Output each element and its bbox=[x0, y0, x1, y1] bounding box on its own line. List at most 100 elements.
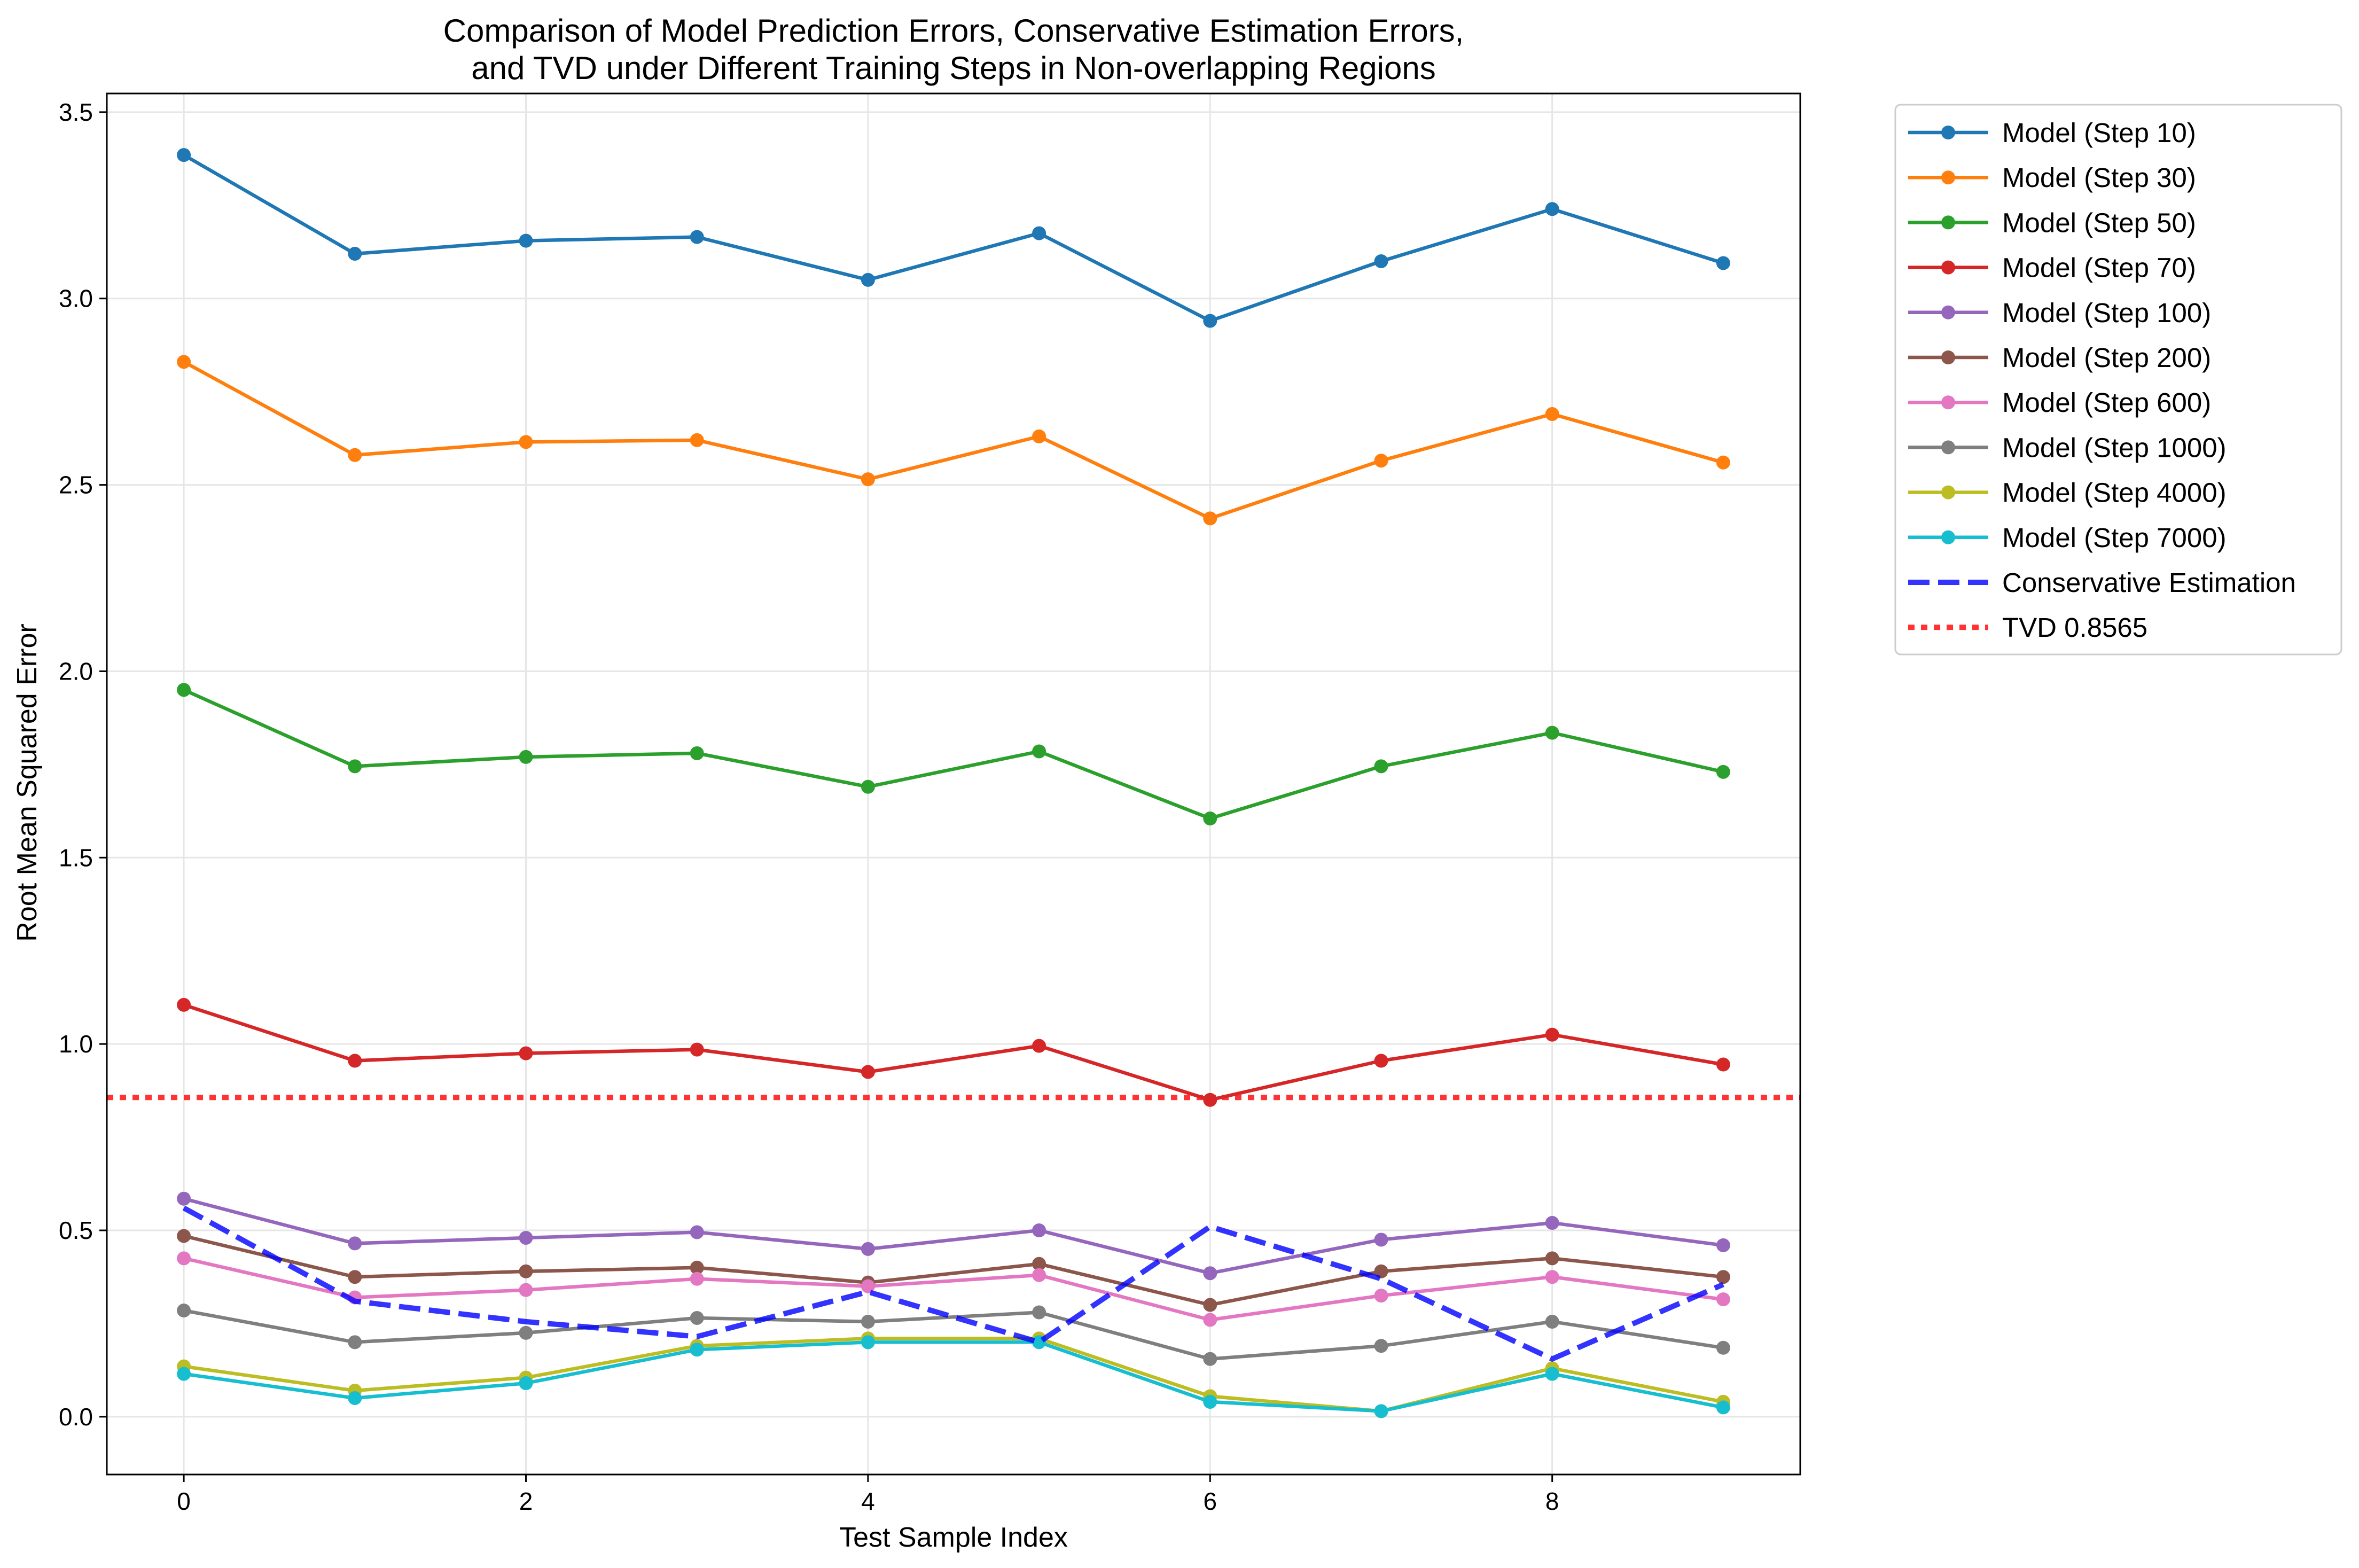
legend-item: Model (Step 70) bbox=[1908, 253, 2196, 283]
series-point bbox=[348, 448, 362, 462]
series-point bbox=[1545, 1027, 1559, 1042]
series-point bbox=[861, 1065, 875, 1079]
legend-label: Model (Step 100) bbox=[2002, 298, 2211, 328]
series-point bbox=[690, 1225, 704, 1239]
chart-title-line-1: Comparison of Model Prediction Errors, C… bbox=[443, 13, 1464, 49]
series-point bbox=[1032, 1268, 1046, 1282]
series-point bbox=[1545, 726, 1559, 740]
series-point bbox=[1716, 1057, 1730, 1072]
series-line bbox=[183, 1197, 1724, 1275]
legend-swatch-marker bbox=[1941, 260, 1955, 275]
series-point bbox=[1545, 202, 1559, 216]
legend-swatch-marker bbox=[1941, 170, 1955, 185]
series-point bbox=[519, 233, 533, 248]
series-point bbox=[348, 1391, 362, 1405]
x-tick-label: 6 bbox=[1204, 1487, 1217, 1515]
series-point bbox=[1374, 1232, 1388, 1247]
series-point bbox=[1032, 1257, 1046, 1271]
plot-frame bbox=[106, 92, 1801, 1476]
series-point bbox=[861, 472, 875, 487]
series-point bbox=[177, 1229, 191, 1243]
series-point bbox=[1716, 1292, 1730, 1307]
series-point bbox=[1032, 1039, 1046, 1053]
series-point bbox=[519, 1376, 533, 1391]
series-group bbox=[182, 1205, 1724, 1362]
y-tick-label: 2.5 bbox=[59, 471, 93, 499]
series-point bbox=[177, 1191, 191, 1206]
series-point bbox=[690, 746, 704, 760]
legend-item: Model (Step 7000) bbox=[1908, 522, 2227, 553]
legend-item: Model (Step 600) bbox=[1908, 387, 2211, 418]
series-point bbox=[690, 1260, 704, 1275]
series-line bbox=[182, 1205, 1724, 1362]
legend-item: Model (Step 10) bbox=[1908, 118, 2196, 148]
legend-swatch-marker bbox=[1941, 485, 1955, 500]
series-group bbox=[177, 355, 1730, 526]
series-point bbox=[348, 1270, 362, 1284]
series-point bbox=[348, 247, 362, 261]
series-line bbox=[183, 153, 1724, 323]
series-point bbox=[861, 1279, 875, 1293]
series-point bbox=[177, 1367, 191, 1381]
series-point bbox=[1032, 1223, 1046, 1238]
series-point bbox=[519, 435, 533, 449]
series-point bbox=[348, 759, 362, 774]
series-line bbox=[183, 1234, 1724, 1307]
series-group bbox=[177, 1251, 1730, 1327]
series-line bbox=[183, 1003, 1724, 1102]
legend-item: Model (Step 50) bbox=[1908, 207, 2196, 238]
series-point bbox=[519, 1325, 533, 1340]
series-point bbox=[1374, 1264, 1388, 1278]
series-group bbox=[177, 1335, 1730, 1418]
series-point bbox=[1545, 1216, 1559, 1230]
series-point bbox=[861, 1314, 875, 1329]
series-point bbox=[1203, 511, 1217, 526]
series-point bbox=[177, 148, 191, 162]
series-point bbox=[1374, 1404, 1388, 1418]
x-tick-label: 2 bbox=[519, 1487, 533, 1515]
series-point bbox=[1716, 1270, 1730, 1284]
series-point bbox=[1716, 455, 1730, 470]
series-point bbox=[1374, 1054, 1388, 1068]
series-point bbox=[1203, 1093, 1217, 1107]
x-tick-label: 4 bbox=[861, 1487, 875, 1515]
series-point bbox=[1203, 314, 1217, 328]
legend-swatch-marker bbox=[1941, 126, 1955, 139]
legend-label: Model (Step 50) bbox=[2002, 207, 2196, 238]
series-point bbox=[177, 683, 191, 697]
x-axis-label: Test Sample Index bbox=[839, 1522, 1068, 1553]
series-point bbox=[348, 1335, 362, 1349]
legend-swatch-marker bbox=[1941, 530, 1955, 544]
x-tick-label: 0 bbox=[177, 1487, 191, 1515]
series-group bbox=[177, 1229, 1730, 1312]
series-point bbox=[519, 750, 533, 764]
series-point bbox=[1374, 1339, 1388, 1353]
legend-item: Model (Step 4000) bbox=[1908, 478, 2227, 508]
plot-series bbox=[177, 148, 1730, 1418]
legend-item: Model (Step 30) bbox=[1908, 162, 2196, 193]
legend-swatch-marker bbox=[1941, 395, 1955, 410]
series-point bbox=[1203, 1313, 1217, 1327]
series-point bbox=[1203, 1298, 1217, 1312]
legend-swatch-marker bbox=[1941, 305, 1955, 319]
legend-label: Model (Step 600) bbox=[2002, 387, 2211, 418]
series-point bbox=[1545, 1251, 1559, 1266]
y-axis-label: Root Mean Squared Error bbox=[12, 623, 43, 941]
series-point bbox=[1716, 1238, 1730, 1252]
legend-swatch-marker bbox=[1941, 350, 1955, 364]
y-tick-label: 0.0 bbox=[59, 1403, 93, 1431]
legend-item: Conservative Estimation bbox=[1908, 567, 2296, 598]
series-group bbox=[177, 1191, 1730, 1281]
series-point bbox=[690, 1343, 704, 1357]
legend: Model (Step 10) Model (Step 30) Model (Ste… bbox=[1894, 104, 2342, 656]
legend-item: Model (Step 100) bbox=[1908, 298, 2211, 328]
series-point bbox=[1716, 256, 1730, 270]
series-point bbox=[690, 1310, 704, 1325]
series-point bbox=[177, 1251, 191, 1266]
series-point bbox=[690, 1271, 704, 1286]
series-point bbox=[177, 1304, 191, 1318]
series-point bbox=[690, 1042, 704, 1057]
y-tick-label: 1.0 bbox=[59, 1030, 93, 1058]
y-tick-label: 2.0 bbox=[59, 657, 93, 685]
